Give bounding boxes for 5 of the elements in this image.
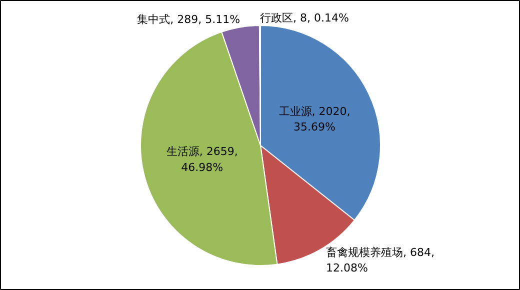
slice-label: 工业源, 2020, 35.69% <box>278 105 350 134</box>
slice-label: 畜禽规模养殖场, 684, 12.08% <box>326 246 435 274</box>
slice-label: 行政区, 8, 0.14% <box>260 11 349 24</box>
slice-label: 集中式, 289, 5.11% <box>137 13 240 26</box>
slice-label: 生活源, 2659, 46.98% <box>166 145 238 174</box>
